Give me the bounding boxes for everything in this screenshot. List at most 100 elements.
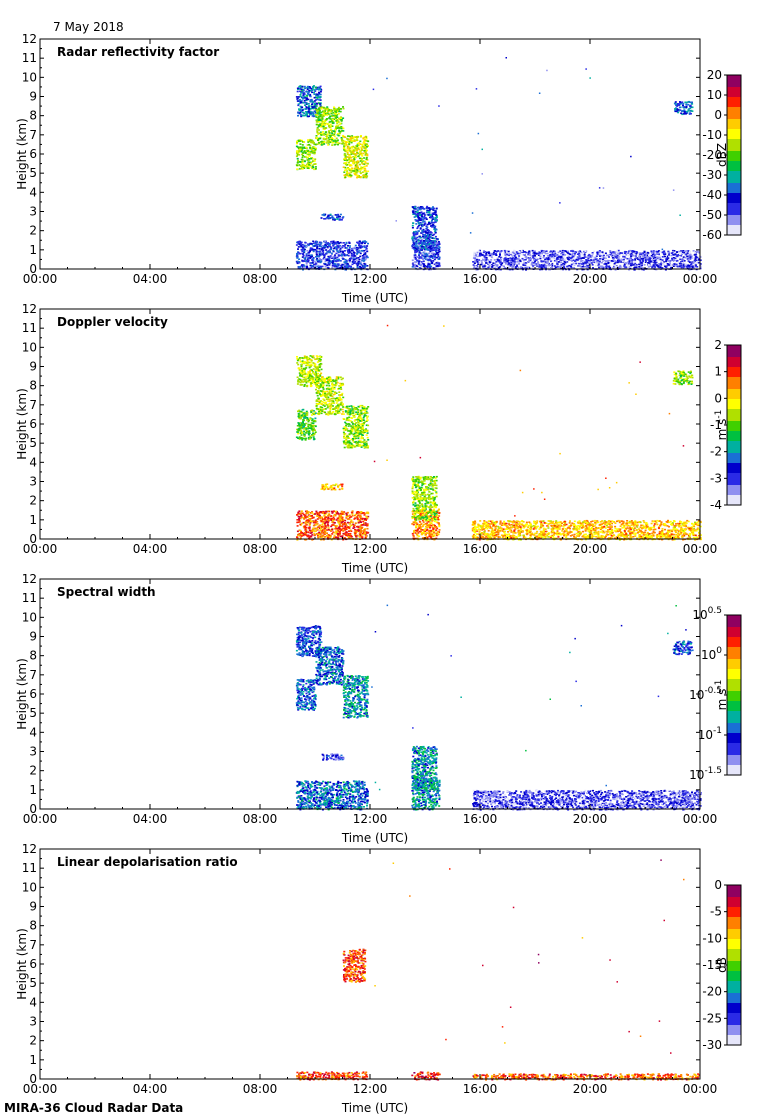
echo-pixel xyxy=(545,264,548,267)
echo-pixel xyxy=(298,150,301,153)
echo-pixel xyxy=(506,251,508,253)
echo-pixel xyxy=(420,214,423,217)
colorbar-swatch xyxy=(727,217,741,220)
noise-dot xyxy=(672,189,675,191)
echo-pixel xyxy=(348,140,351,143)
echo-pixel xyxy=(300,514,303,517)
echo-pixel xyxy=(318,106,321,109)
echo-pixel xyxy=(576,253,579,255)
echo-pixel xyxy=(314,245,317,247)
echo-pixel xyxy=(673,263,676,265)
echo-pixel xyxy=(538,262,540,265)
echo-pixel xyxy=(424,265,427,267)
echo-pixel xyxy=(601,258,604,261)
echo-pixel xyxy=(599,255,602,257)
y-tick-label: 10 xyxy=(22,70,37,84)
colorbar-swatch xyxy=(727,157,741,160)
echo-pixel xyxy=(566,253,569,256)
colorbar-swatch xyxy=(727,163,741,166)
colorbar-swatch xyxy=(727,97,741,100)
echo-pixel xyxy=(349,155,352,157)
echo-pixel xyxy=(318,118,321,120)
echo-pixel xyxy=(332,122,335,124)
colorbar-swatch xyxy=(727,91,741,94)
echo-pixel xyxy=(303,146,306,149)
echo-pixel xyxy=(600,261,603,264)
echo-pixel xyxy=(296,262,299,265)
echo-pixel xyxy=(592,267,594,269)
echo-pixel xyxy=(331,510,333,513)
echo-pixel xyxy=(359,140,362,143)
echo-pixel xyxy=(435,220,438,222)
echo-pixel xyxy=(438,262,441,264)
colorbar-swatch xyxy=(727,137,741,140)
echo-pixel xyxy=(480,261,483,264)
echo-pixel xyxy=(477,261,480,264)
echo-pixel xyxy=(629,249,632,252)
echo-pixel xyxy=(302,152,305,154)
echo-pixel xyxy=(419,214,422,216)
echo-pixel xyxy=(684,101,687,104)
echo-pixel xyxy=(437,247,440,249)
echo-pixel xyxy=(514,267,517,269)
echo-pixel xyxy=(567,258,570,261)
echo-pixel xyxy=(493,265,496,268)
echo-pixel xyxy=(504,261,507,263)
echo-pixel xyxy=(426,233,429,236)
echo-pixel xyxy=(421,247,424,250)
echo-pixel xyxy=(358,251,361,253)
echo-pixel xyxy=(631,250,634,252)
echo-pixel xyxy=(358,163,361,166)
echo-pixel xyxy=(312,524,315,527)
echo-pixel xyxy=(316,240,318,243)
echo-pixel xyxy=(654,260,657,262)
echo-pixel xyxy=(418,235,421,238)
echo-pixel xyxy=(336,247,339,249)
echo-pixel xyxy=(332,140,335,142)
echo-pixel xyxy=(339,215,341,218)
echo-pixel xyxy=(296,168,299,170)
echo-pixel xyxy=(590,255,592,257)
echo-pixel xyxy=(309,247,312,249)
echo-pixel xyxy=(320,119,323,122)
echo-pixel xyxy=(536,262,539,265)
echo-pixel xyxy=(340,245,343,248)
noise-dot xyxy=(546,69,548,72)
echo-pixel xyxy=(414,238,417,241)
echo-pixel xyxy=(362,141,365,144)
echo-pixel xyxy=(302,254,305,257)
echo-pixel xyxy=(499,251,502,253)
echo-pixel xyxy=(600,256,603,258)
echo-pixel xyxy=(609,251,612,253)
echo-pixel xyxy=(548,256,551,258)
echo-pixel xyxy=(668,260,671,262)
echo-pixel xyxy=(430,242,432,245)
echo-pixel xyxy=(311,158,314,160)
echo-pixel xyxy=(473,253,476,255)
echo-pixel xyxy=(342,147,345,150)
colorbar-swatch xyxy=(727,113,741,116)
echo-pixel xyxy=(690,101,693,104)
echo-pixel xyxy=(363,163,366,165)
echo-pixel xyxy=(583,260,585,262)
echo-pixel xyxy=(438,246,441,249)
echo-pixel xyxy=(320,242,323,244)
echo-pixel xyxy=(296,253,299,255)
echo-pixel xyxy=(304,108,307,110)
echo-pixel xyxy=(546,255,549,257)
echo-pixel xyxy=(414,206,417,209)
echo-pixel xyxy=(305,263,308,265)
echo-pixel xyxy=(325,135,328,138)
echo-pixel xyxy=(434,255,437,257)
echo-pixel xyxy=(535,263,538,265)
echo-pixel xyxy=(337,260,339,262)
echo-pixel xyxy=(327,136,330,139)
echo-pixel xyxy=(611,255,614,257)
x-tick-label: 16:00 xyxy=(463,272,498,286)
echo-pixel xyxy=(613,262,616,265)
noise-dot xyxy=(598,187,601,189)
echo-pixel xyxy=(687,260,690,262)
echo-pixel xyxy=(694,257,697,259)
echo-pixel xyxy=(348,241,351,244)
colorbar-swatch xyxy=(727,145,741,148)
